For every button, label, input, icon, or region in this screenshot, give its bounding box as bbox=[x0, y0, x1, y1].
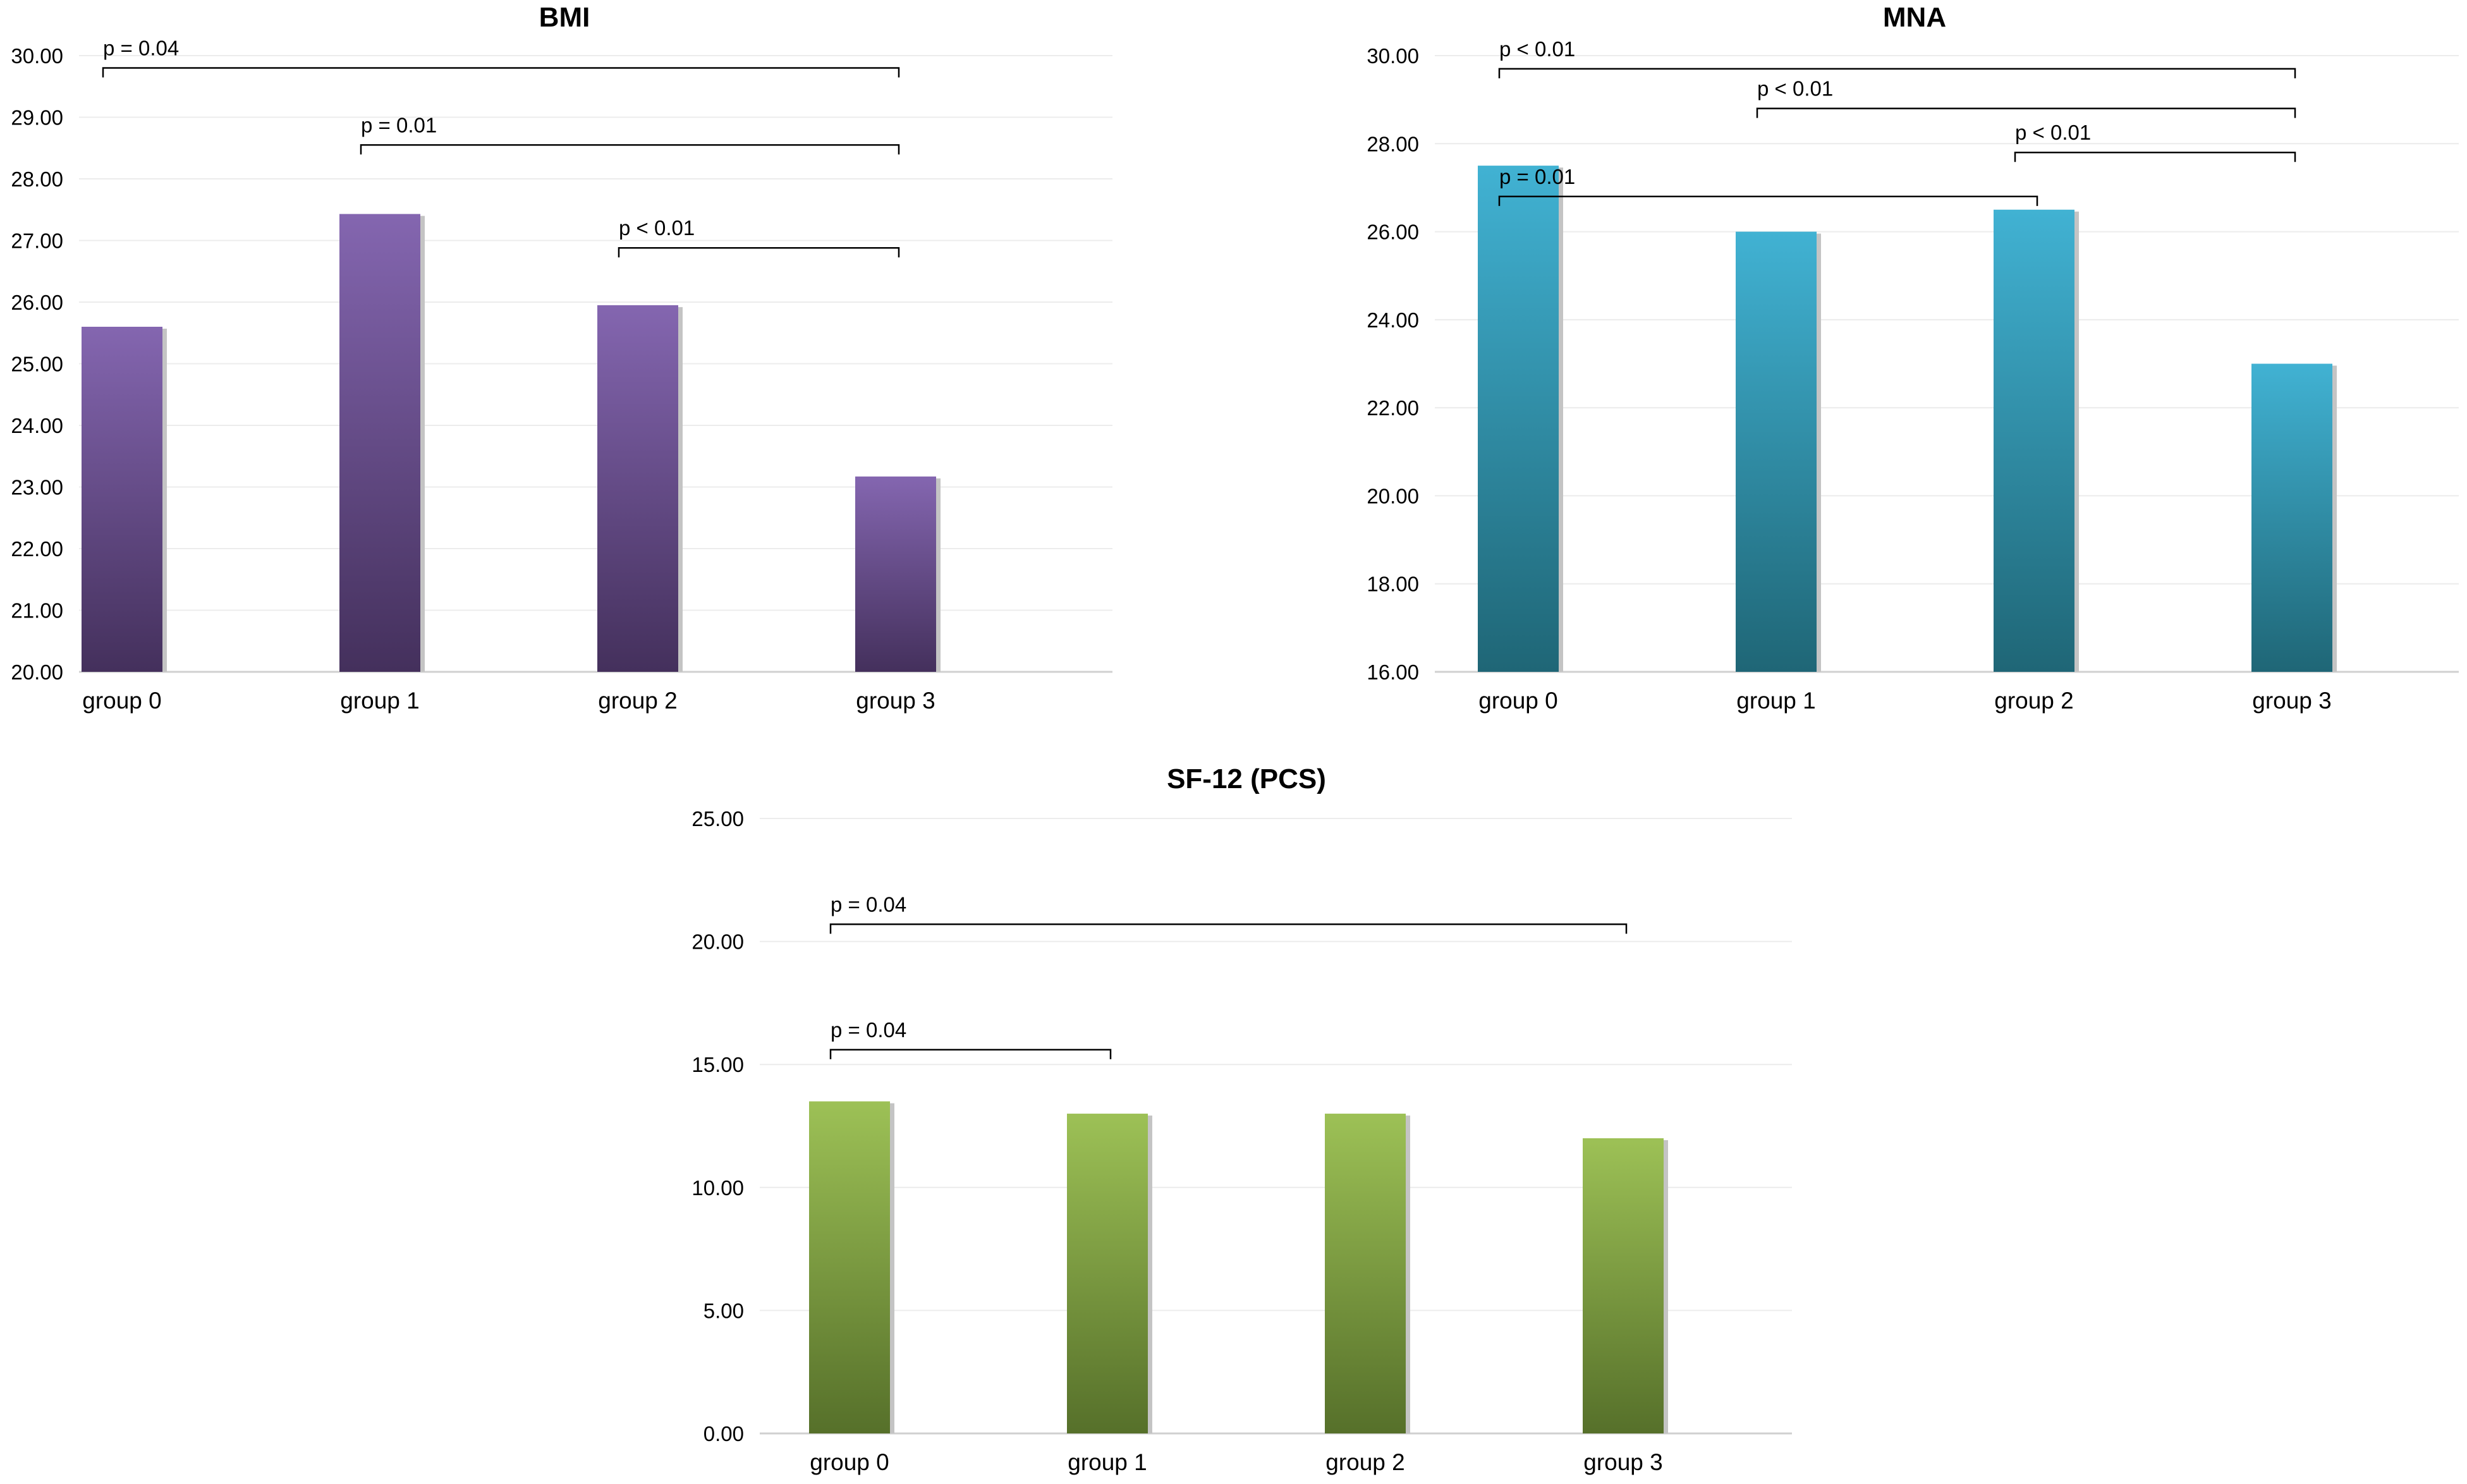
bmi-p-value-label: p = 0.04 bbox=[103, 37, 179, 60]
mna-significance-bracket bbox=[2014, 151, 2296, 162]
bmi-y-tick-label: 28.00 bbox=[11, 167, 63, 191]
mna-p-value-label: p < 0.01 bbox=[2015, 121, 2091, 144]
sf12-bar-group-0 bbox=[809, 1101, 890, 1433]
mna-x-tick-label: group 0 bbox=[1478, 688, 1558, 714]
mna-significance-bracket bbox=[1498, 68, 2296, 78]
chart-title-sf12: SF-12 (PCS) bbox=[1167, 763, 1326, 794]
mna-significance-bracket bbox=[1498, 195, 2038, 206]
sf12-significance-bracket bbox=[829, 1049, 1112, 1059]
sf12-y-tick-label: 15.00 bbox=[691, 1053, 744, 1076]
sf12-bar-group-2 bbox=[1325, 1114, 1406, 1433]
bmi-p-value-label: p < 0.01 bbox=[619, 216, 695, 240]
mna-x-tick-label: group 3 bbox=[2252, 688, 2332, 714]
bmi-y-tick-label: 21.00 bbox=[11, 599, 63, 623]
bmi-bar-group-0 bbox=[82, 327, 162, 672]
bmi-y-tick-label: 23.00 bbox=[11, 476, 63, 499]
bmi-y-tick-label: 30.00 bbox=[11, 44, 63, 68]
bmi-x-tick-label: group 1 bbox=[340, 688, 420, 714]
bmi-y-tick-label: 22.00 bbox=[11, 537, 63, 561]
bmi-y-tick-label: 24.00 bbox=[11, 414, 63, 437]
mna-plot-area: 16.00 18.00 20.00 22.00 24.00 26.00 28.00 30.00… bbox=[1367, 37, 2459, 714]
mna-y-tick-label: 28.00 bbox=[1367, 132, 1419, 155]
bmi-p-value-label: p = 0.01 bbox=[361, 113, 437, 137]
sf12-x-tick-label: group 2 bbox=[1325, 1449, 1405, 1475]
mna-significance-bracket bbox=[1756, 107, 2296, 118]
bmi-significance-bracket bbox=[360, 144, 900, 155]
sf12-x-tick-label: group 1 bbox=[1068, 1449, 1147, 1475]
bmi-bar-group-1 bbox=[339, 214, 420, 672]
mna-x-tick-label: group 2 bbox=[1994, 688, 2074, 714]
bmi-y-tick-label: 20.00 bbox=[11, 660, 63, 684]
chart-title-bmi: BMI bbox=[539, 2, 590, 33]
chart-panel-bmi: BMI 20.0021.0022.0023.0024.0025.0026.002… bbox=[11, 2, 1112, 714]
bmi-significance-bracket bbox=[102, 67, 900, 78]
sf12-p-value-label: p = 0.04 bbox=[831, 892, 906, 916]
bmi-x-tick-label: group 2 bbox=[598, 688, 678, 714]
bmi-bar-group-3 bbox=[855, 476, 936, 672]
mna-bar-group-1 bbox=[1736, 231, 1817, 672]
sf12-y-tick-label: 10.00 bbox=[691, 1176, 744, 1200]
mna-bar-group-3 bbox=[2251, 363, 2332, 672]
mna-y-tick-label: 22.00 bbox=[1367, 396, 1419, 420]
bmi-plot-area: 20.00 21.00 22.00 23.00 24.00 25.00 26.00 27.00… bbox=[11, 37, 1112, 714]
chart-panel-sf12: SF-12 (PCS) 0.00 5.00 10.00 15.00 20.00 25.00… bbox=[691, 763, 1792, 1475]
sf12-y-tick-label: 25.00 bbox=[691, 807, 744, 830]
mna-y-tick-label: 30.00 bbox=[1367, 44, 1419, 68]
mna-p-value-label: p < 0.01 bbox=[1499, 37, 1575, 61]
bmi-significance-bracket bbox=[618, 246, 900, 258]
sf12-p-value-label: p = 0.04 bbox=[831, 1018, 906, 1042]
sf12-y-tick-label: 0.00 bbox=[704, 1422, 744, 1445]
bmi-y-tick-label: 29.00 bbox=[11, 106, 63, 130]
sf12-y-tick-label: 5.00 bbox=[704, 1299, 744, 1322]
mna-p-value-label: p < 0.01 bbox=[1757, 77, 1833, 100]
sf12-bar-group-1 bbox=[1067, 1114, 1148, 1433]
bmi-y-tick-label: 27.00 bbox=[11, 229, 63, 253]
bmi-x-tick-label: group 0 bbox=[82, 688, 162, 714]
sf12-plot-area: 0.00 5.00 10.00 15.00 20.00 25.00 group 0 group… bbox=[691, 807, 1792, 1475]
mna-bar-group-0 bbox=[1478, 166, 1559, 672]
mna-bar-group-2 bbox=[1994, 209, 2074, 672]
sf12-x-tick-label: group 0 bbox=[810, 1449, 889, 1475]
sf12-bar-group-3 bbox=[1583, 1138, 1664, 1433]
mna-p-value-label: p = 0.01 bbox=[1499, 165, 1575, 188]
mna-x-tick-label: group 1 bbox=[1736, 688, 1816, 714]
sf12-significance-bracket bbox=[829, 923, 1628, 934]
bmi-y-tick-label: 25.00 bbox=[11, 353, 63, 376]
chart-panel-mna: MNA 16.00 18.00 20.00 22.00 24.00 26.00 28.00 3… bbox=[1367, 2, 2459, 714]
sf12-y-tick-label: 20.00 bbox=[691, 930, 744, 954]
mna-y-tick-label: 24.00 bbox=[1367, 308, 1419, 332]
bmi-bar-group-2 bbox=[597, 305, 678, 672]
mna-y-tick-label: 18.00 bbox=[1367, 573, 1419, 596]
chart-title-mna: MNA bbox=[1883, 2, 1946, 33]
mna-y-tick-label: 16.00 bbox=[1367, 660, 1419, 684]
mna-y-tick-label: 20.00 bbox=[1367, 484, 1419, 508]
bmi-y-tick-label: 26.00 bbox=[11, 291, 63, 314]
mna-y-tick-label: 26.00 bbox=[1367, 221, 1419, 244]
bmi-x-tick-label: group 3 bbox=[856, 688, 935, 714]
sf12-x-tick-label: group 3 bbox=[1583, 1449, 1663, 1475]
